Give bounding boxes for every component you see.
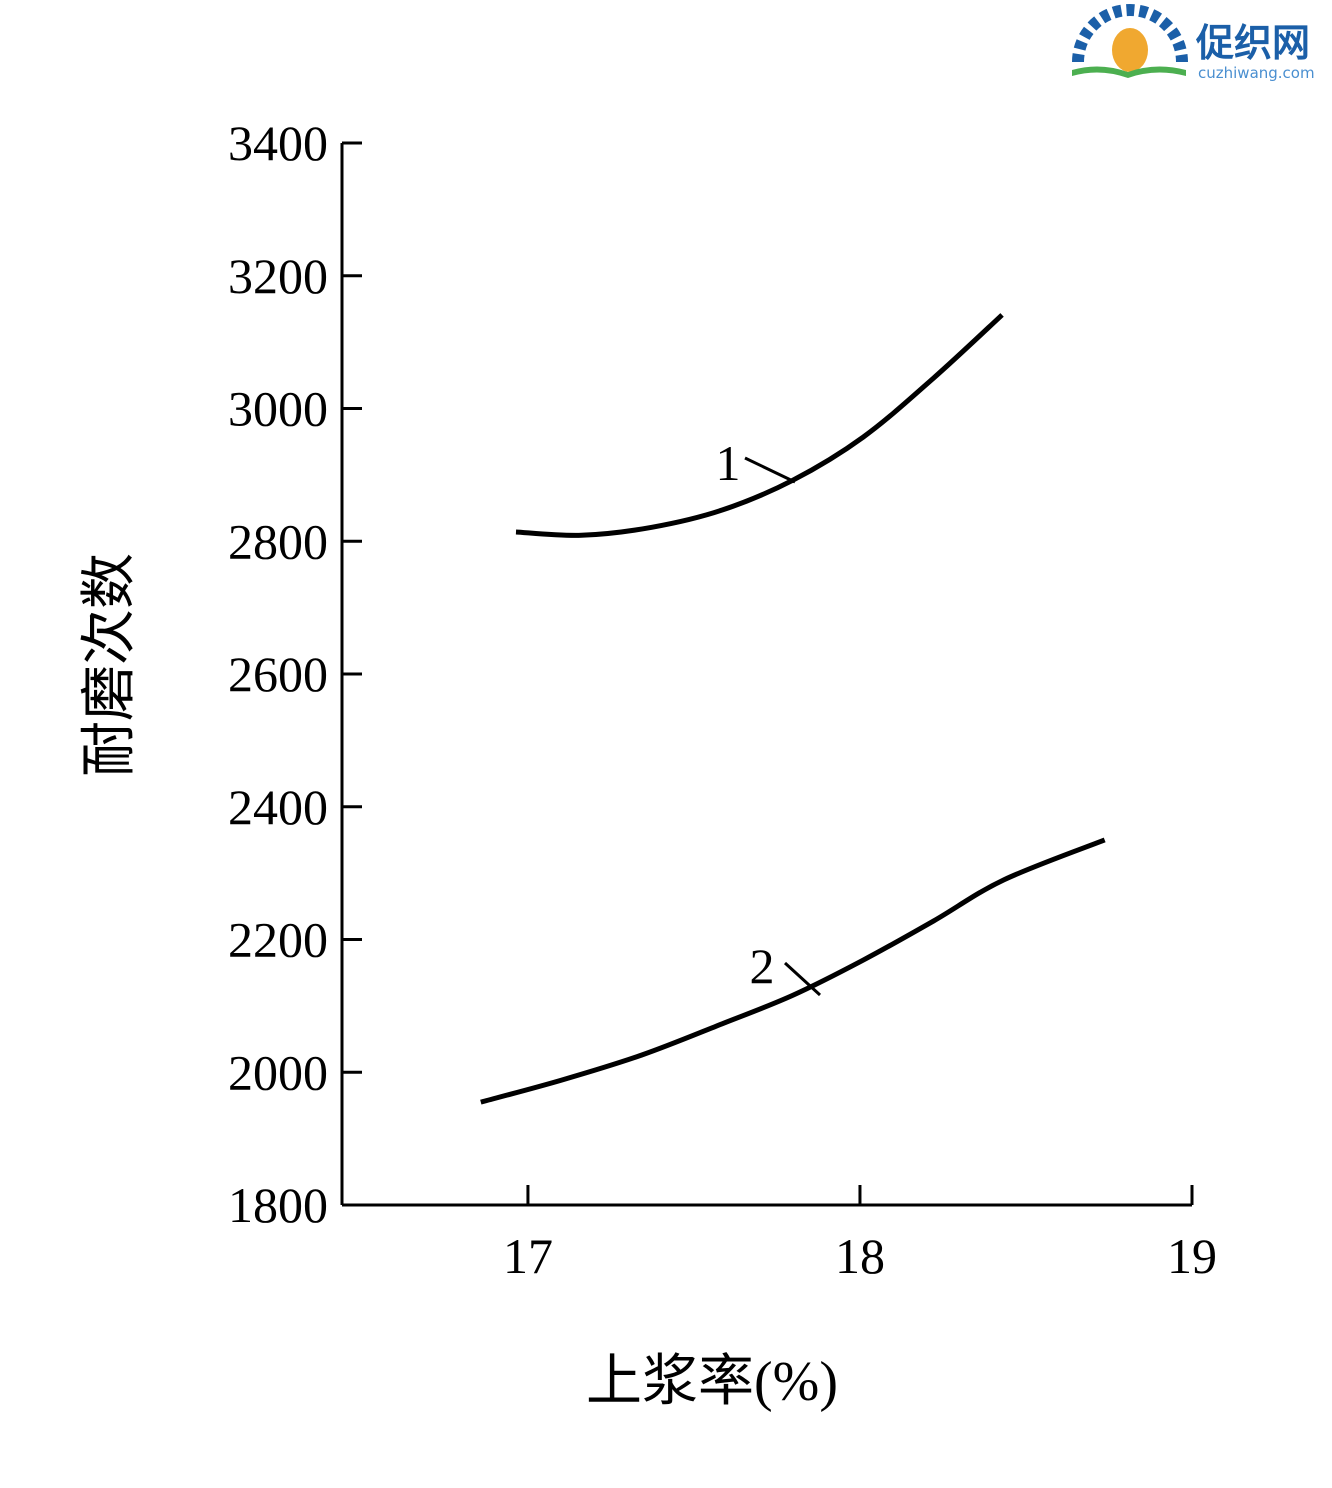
x-tick-label: 18 [835, 1228, 885, 1284]
series-label: 2 [750, 938, 775, 994]
y-tick-label: 2600 [228, 646, 328, 702]
series-label: 1 [716, 435, 741, 491]
y-tick-label: 2000 [228, 1044, 328, 1100]
y-tick-label: 2200 [228, 912, 328, 968]
logo-spool [1112, 28, 1148, 72]
y-tick-label: 3200 [228, 248, 328, 304]
leader-line [783, 961, 822, 997]
logo: 促织网 cuzhiwang.com [1072, 4, 1315, 82]
y-axis-label: 耐磨次数 [79, 553, 141, 777]
logo-book [1072, 66, 1186, 78]
logo-gear [1072, 4, 1188, 63]
line [480, 837, 1106, 1105]
line [515, 313, 1004, 538]
y-tick-label: 2400 [228, 779, 328, 835]
leader-line [744, 456, 796, 484]
x-axis-label: 上浆率(%) [586, 1351, 838, 1413]
y-tick-label: 1800 [228, 1177, 328, 1233]
logo-url: cuzhiwang.com [1198, 64, 1315, 82]
y-tick-label: 3400 [228, 115, 328, 171]
x-tick-label: 17 [503, 1228, 553, 1284]
y-tick-label: 2800 [228, 513, 328, 569]
x-tick-label: 19 [1167, 1228, 1217, 1284]
logo-name: 促织网 [1195, 21, 1310, 65]
y-tick-label: 3000 [228, 381, 328, 437]
